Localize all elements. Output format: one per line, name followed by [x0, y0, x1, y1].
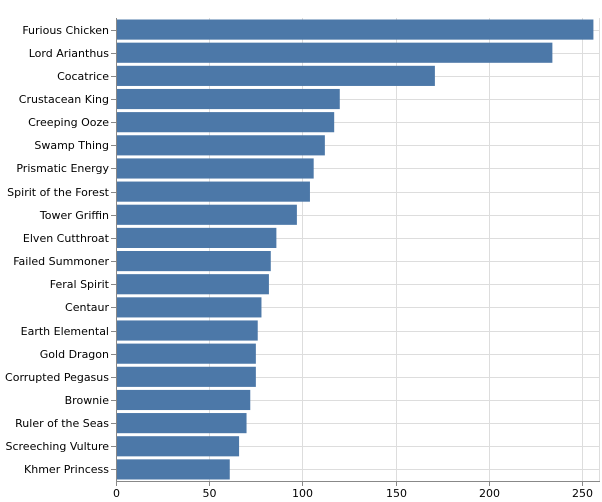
x-tick-label: 250 [572, 487, 593, 500]
bar [116, 459, 230, 480]
bar [116, 251, 271, 272]
y-tick-label: Brownie [65, 394, 110, 407]
y-tick-label: Khmer Princess [24, 463, 109, 476]
y-tick-label: Failed Summoner [13, 255, 109, 268]
x-tick-label: 100 [292, 487, 313, 500]
y-tick-label: Tower Griffin [39, 209, 109, 222]
bar [116, 88, 340, 110]
y-tick-label: Spirit of the Forest [7, 186, 110, 199]
bar [116, 204, 297, 225]
y-tick-label: Prismatic Energy [16, 162, 109, 175]
y-tick-label: Lord Arianthus [29, 47, 110, 60]
bar [116, 274, 269, 295]
y-tick-label: Swamp Thing [34, 139, 109, 152]
bar [116, 181, 310, 202]
y-tick-label: Earth Elemental [21, 325, 109, 338]
bar [116, 158, 314, 179]
bar [116, 343, 256, 364]
x-tick-label: 0 [113, 487, 120, 500]
y-tick-label: Centaur [65, 301, 109, 314]
y-tick-label: Feral Spirit [50, 278, 110, 291]
y-tick-label: Furious Chicken [22, 24, 109, 37]
y-tick-label: Corrupted Pegasus [5, 371, 109, 384]
bar [116, 112, 335, 133]
y-tick-label: Elven Cutthroat [23, 232, 110, 245]
bar [116, 436, 240, 457]
x-tick-label: 150 [386, 487, 407, 500]
bar [116, 65, 435, 86]
y-tick-label: Cocatrice [57, 70, 109, 83]
bar [116, 227, 277, 248]
bar [116, 19, 594, 40]
y-tick-label: Creeping Ooze [28, 116, 109, 129]
y-tick-label: Ruler of the Seas [15, 417, 109, 430]
y-tick-label: Crustacean King [19, 93, 109, 106]
gridlines [116, 18, 600, 481]
bar [116, 135, 325, 156]
bar [116, 297, 262, 318]
bar [116, 413, 247, 434]
axes: Furious Chicken Lord Arianthus Cocatrice Cr… [5, 18, 600, 500]
x-tick-label: 50 [203, 487, 217, 500]
bars [116, 19, 594, 480]
bar [116, 389, 251, 411]
bar [116, 42, 553, 63]
y-tick-label: Screeching Vulture [5, 440, 109, 453]
bar [116, 366, 256, 387]
y-tick-label: Gold Dragon [40, 348, 109, 361]
bar [116, 320, 258, 341]
x-tick-label: 200 [479, 487, 500, 500]
